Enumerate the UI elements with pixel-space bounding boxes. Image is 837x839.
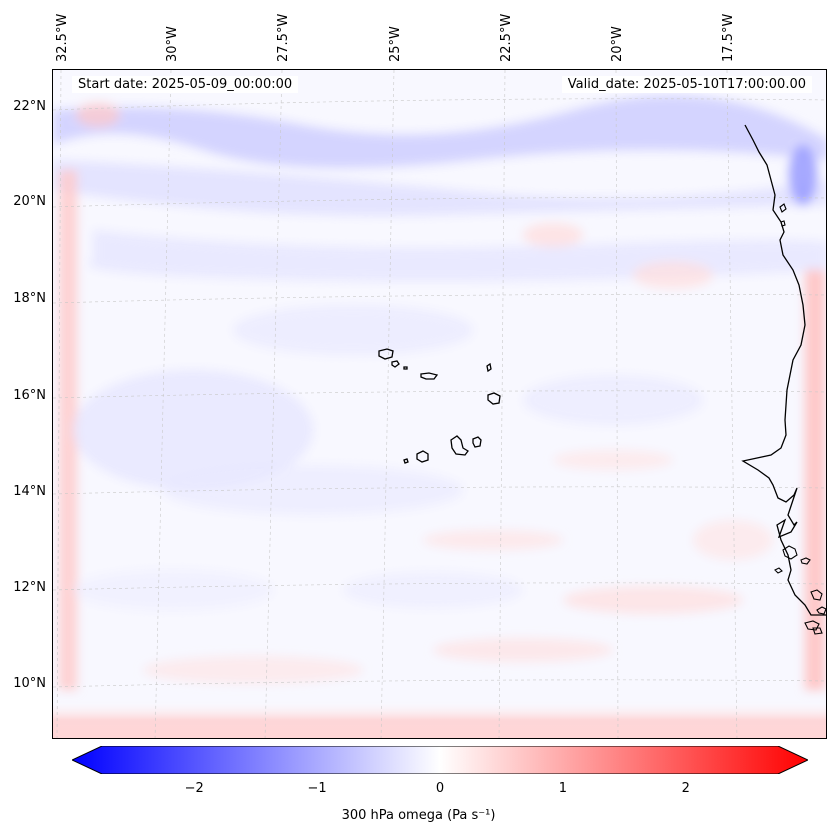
lon-label-20w: 20°W (610, 26, 625, 62)
bottom-red-band (53, 700, 826, 738)
colorbar-tick-label: −1 (307, 781, 327, 796)
lat-label-16n: 16°N (13, 388, 46, 403)
colorbar-body (72, 746, 808, 774)
colorbar-title: 300 hPa omega (Pa s⁻¹) (341, 808, 496, 823)
valid-date-label: Valid_date: 2025-05-10T17:00:00.00 (561, 76, 812, 93)
cape-verde-islands (378, 348, 501, 464)
africa-coastline (741, 124, 826, 616)
omega-field-svg (53, 70, 826, 738)
lon-label-22-5w: 22.5°W (499, 13, 514, 62)
guinea-bissau-islands (774, 545, 826, 635)
lon-label-25w: 25°W (388, 26, 403, 62)
lon-label-30w: 30°W (165, 26, 180, 62)
colorbar-tick-label: −2 (184, 781, 204, 796)
colorbar-tick-label: 2 (681, 781, 690, 796)
colorbar-tick-label: 1 (558, 781, 568, 796)
map-panel[interactable] (52, 69, 827, 739)
gridlines (53, 70, 826, 738)
lat-label-14n: 14°N (13, 484, 46, 499)
colorbar (72, 746, 808, 774)
field-patches (53, 95, 826, 690)
lat-label-22n: 22°N (13, 99, 46, 114)
start-date-label: Start date: 2025-05-09_00:00:00 (72, 76, 299, 93)
lon-label-27-5w: 27.5°W (276, 13, 291, 62)
lat-label-12n: 12°N (13, 580, 46, 595)
lat-label-18n: 18°N (13, 291, 46, 306)
colorbar-tick-label: 0 (435, 781, 445, 796)
lon-label-17-5w: 17.5°W (721, 13, 736, 62)
coast-islets-north (779, 203, 787, 227)
lat-label-10n: 10°N (13, 676, 46, 691)
lon-label-32-5w: 32.5°W (55, 13, 70, 62)
lat-label-20n: 20°N (13, 194, 46, 209)
